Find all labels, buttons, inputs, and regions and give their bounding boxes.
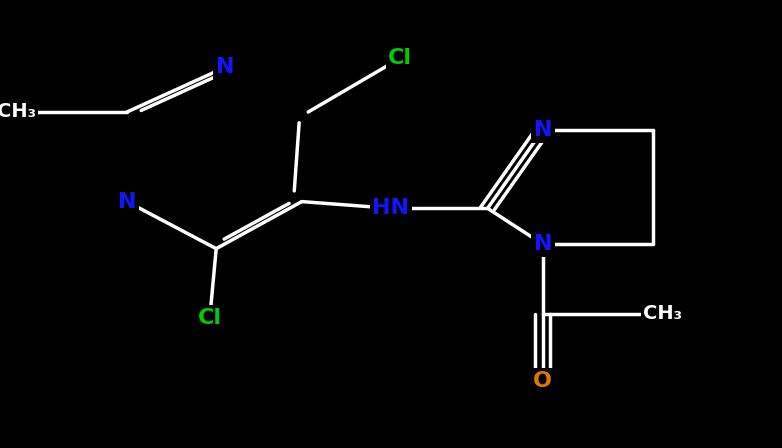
Text: CH₃: CH₃ xyxy=(0,103,36,121)
Text: N: N xyxy=(118,192,136,211)
Text: O: O xyxy=(533,371,552,391)
Text: Cl: Cl xyxy=(388,48,412,68)
Text: N: N xyxy=(533,234,552,254)
Text: N: N xyxy=(533,120,552,140)
Text: N: N xyxy=(216,57,235,77)
Text: CH₃: CH₃ xyxy=(643,304,682,323)
Text: Cl: Cl xyxy=(198,308,222,328)
Text: HN: HN xyxy=(372,198,410,218)
